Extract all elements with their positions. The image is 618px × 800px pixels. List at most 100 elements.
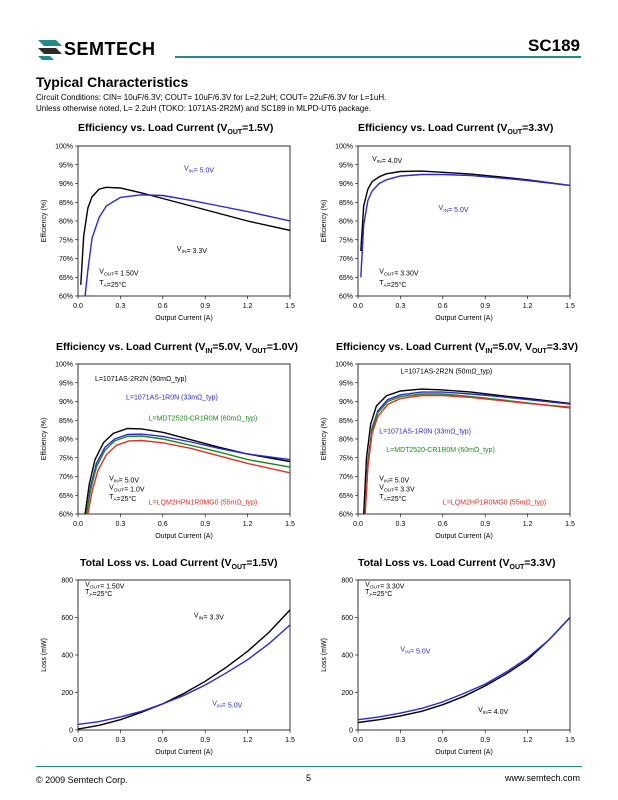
- annotation-label: L=LQM2HP1R0MG0 (55mΩ_typ): [443, 500, 546, 507]
- chart-efficiency-vin5-vout1: 60% 65% 70% 75% 80% 85% 90% 95% 100% 0.0 0.3 0.6 0.9…: [41, 362, 295, 541]
- y-tick-label: 90%: [59, 399, 73, 406]
- series-line: [87, 439, 290, 514]
- part-number: SC189: [528, 36, 580, 55]
- y-tick-label: 65%: [59, 275, 73, 282]
- y-tick-label: 60%: [339, 294, 353, 301]
- y-tick-label: 0: [349, 728, 353, 735]
- chart-title: Efficiency vs. Load Current (VOUT=1.5V): [78, 122, 274, 137]
- annotation-label: L=MDT2520-CR1R0M (60mΩ_typ): [149, 415, 258, 422]
- x-tick-label: 0.0: [353, 737, 363, 744]
- y-tick-label: 90%: [339, 399, 353, 406]
- x-axis-label: Output Current (A): [155, 749, 213, 756]
- x-tick-label: 1.5: [285, 521, 295, 528]
- x-tick-label: 0.0: [353, 521, 363, 528]
- annotation-label: L=MDT2520-CR1R0M (60mΩ_typ): [386, 447, 495, 454]
- y-tick-label: 80%: [339, 219, 353, 226]
- y-tick-label: 80%: [339, 437, 353, 444]
- y-axis-label: Efficiency (%): [321, 200, 328, 243]
- x-tick-label: 1.2: [243, 303, 253, 310]
- y-tick-label: 75%: [59, 455, 73, 462]
- conditions-line-1: Circuit Conditions: CIN= 10uF/6.3V; COUT…: [36, 93, 387, 102]
- y-tick-label: 800: [61, 578, 73, 585]
- y-tick-label: 70%: [59, 256, 73, 263]
- chart-title: Efficiency vs. Load Current (VOUT=3.3V): [358, 122, 554, 137]
- annotation-label: VIN= 5.0V: [212, 701, 242, 710]
- y-tick-label: 100%: [335, 144, 353, 151]
- annotation-label: VIN= 3.3V: [194, 613, 224, 622]
- x-tick-label: 0.3: [396, 303, 406, 310]
- y-axis-label: Efficiency (%): [321, 418, 328, 461]
- chart-title: Efficiency vs. Load Current (VIN=5.0V, V…: [56, 341, 298, 356]
- y-tick-label: 75%: [339, 455, 353, 462]
- y-tick-label: 80%: [59, 219, 73, 226]
- x-tick-label: 0.9: [200, 303, 210, 310]
- chart-efficiency-vout-3v3: 60% 65% 70% 75% 80% 85% 90% 95% 100% 0.0 0.3 0.6 0.9…: [321, 144, 575, 323]
- y-axis-label: Loss (mW): [41, 638, 48, 672]
- x-tick-label: 0.6: [158, 521, 168, 528]
- x-tick-label: 0.0: [73, 737, 83, 744]
- annotation-label: VIN= 5.0V: [109, 475, 139, 484]
- copyright: © 2009 Semtech Corp.: [36, 775, 128, 785]
- y-tick-label: 85%: [339, 418, 353, 425]
- x-tick-label: 0.6: [158, 303, 168, 310]
- chart-title: Total Loss vs. Load Current (VOUT=3.3V): [358, 557, 556, 572]
- chart-loss-vout-3v3: 0 200 400 600 800 0.0 0.3 0.6 0.9 1.2 1.5 Output Cu…: [321, 578, 575, 757]
- x-tick-label: 1.5: [565, 521, 575, 528]
- chart-efficiency-vin5-vout3v3: 60% 65% 70% 75% 80% 85% 90% 95% 100% 0.0 0.3 0.6 0.9…: [321, 362, 575, 541]
- x-tick-label: 1.2: [523, 303, 533, 310]
- x-tick-label: 0.9: [200, 521, 210, 528]
- annotation-label: VIN= 4.0V: [478, 707, 508, 716]
- circuit-conditions: Circuit Conditions: CIN= 10uF/6.3V; COUT…: [36, 92, 596, 114]
- series-line: [78, 624, 290, 726]
- annotation-label: TA=25°C: [379, 494, 406, 503]
- brand-name: SEMTECH: [64, 39, 156, 59]
- x-tick-label: 0.6: [438, 303, 448, 310]
- y-tick-label: 600: [61, 615, 73, 622]
- series-line: [360, 173, 570, 278]
- y-tick-label: 100%: [55, 362, 73, 369]
- x-axis-label: Output Current (A): [435, 749, 493, 756]
- y-axis-label: Efficiency (%): [41, 418, 48, 461]
- x-tick-label: 1.2: [523, 521, 533, 528]
- y-tick-label: 75%: [59, 237, 73, 244]
- y-tick-label: 100%: [55, 144, 73, 151]
- series-line: [78, 609, 290, 730]
- footer-url[interactable]: www.semtech.com: [504, 773, 580, 783]
- x-tick-label: 0.0: [353, 303, 363, 310]
- plot-frame: [77, 579, 291, 731]
- annotation-label: TA=25°C: [99, 280, 126, 289]
- y-tick-label: 90%: [339, 181, 353, 188]
- semtech-logo-icon: [38, 40, 62, 60]
- y-tick-label: 85%: [59, 418, 73, 425]
- annotation-label: L=1071AS-2R2N (50mΩ_typ): [400, 368, 492, 375]
- y-tick-label: 90%: [59, 181, 73, 188]
- x-tick-label: 1.5: [285, 303, 295, 310]
- y-tick-label: 75%: [339, 237, 353, 244]
- annotation-label: L=1071AS-2R2N (50mΩ_typ): [95, 376, 187, 383]
- chart-efficiency-vout-1v5: 60% 65% 70% 75% 80% 85% 90% 95% 100% 0.0 0.3 0.6 0.9…: [41, 144, 295, 323]
- section-title: Typical Characteristics: [36, 74, 189, 90]
- y-tick-label: 65%: [59, 493, 73, 500]
- plot-frame: [357, 579, 571, 731]
- x-tick-label: 0.9: [480, 303, 490, 310]
- footer-rule: [36, 766, 582, 767]
- page-number: 5: [306, 773, 312, 783]
- annotation-label: L=1071AS-1R0N (33mΩ_typ): [126, 395, 218, 402]
- x-tick-label: 0.0: [73, 303, 83, 310]
- annotation-label: TA=25°C: [85, 589, 112, 598]
- y-tick-label: 60%: [339, 512, 353, 519]
- annotation-label: VOUT= 1.50V: [85, 582, 125, 591]
- annotation-label: L=LQM2HPN1R0MG0 (55mΩ_typ): [149, 500, 258, 507]
- y-tick-label: 70%: [59, 474, 73, 481]
- series-line: [358, 617, 570, 724]
- annotation-label: VIN= 5.0V: [379, 475, 409, 484]
- x-axis-label: Output Current (A): [435, 533, 493, 540]
- y-tick-label: 600: [341, 615, 353, 622]
- annotation-label: VIN= 5.0V: [400, 646, 430, 655]
- x-tick-label: 1.5: [565, 737, 575, 744]
- chart-title: Efficiency vs. Load Current (VIN=5.0V, V…: [336, 341, 578, 356]
- conditions-line-2: Unless otherwise noted, L= 2.2uH (TOKO: …: [36, 104, 371, 113]
- y-tick-label: 60%: [59, 512, 73, 519]
- x-tick-label: 0.9: [200, 737, 210, 744]
- y-tick-label: 65%: [339, 275, 353, 282]
